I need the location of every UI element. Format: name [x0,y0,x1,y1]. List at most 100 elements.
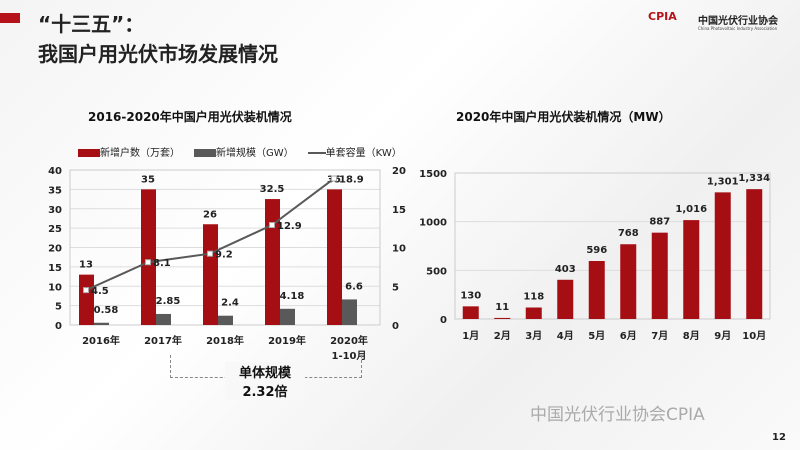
x-tick: 1-10月 [331,350,366,362]
y-left-tick: 30 [48,205,62,216]
logo-cn: 中国光伏行业协会 [698,16,778,27]
y-left-tick: 40 [48,166,62,177]
x-tick: 4月 [557,330,574,342]
y-left-tick: 0 [55,321,62,332]
logo-mark: CPIA [648,10,677,23]
slide-title-line1: “十三五”： [38,12,145,36]
y-right-tick: 0 [392,321,399,332]
chart1-title: 2016-2020年中国户用光伏装机情况 [88,110,292,124]
legend-swatch-red [78,149,100,157]
bar-label: 403 [555,264,576,275]
slide-title-line2: 我国户用光伏市场发展情况 [38,42,278,66]
x-tick: 3月 [525,330,542,342]
chart2-title: 2020年中国户用光伏装机情况（MW） [456,110,671,124]
y-left-tick: 5 [55,302,62,313]
chart1-legend: 新增户数（万套） 新增规模（GW） 单套容量（KW） [78,144,402,159]
bar-label: 887 [649,217,670,228]
bar-monthly [525,307,542,319]
y-left-tick: 10 [48,282,62,293]
bar-label: 1,301 [707,176,739,187]
line-label: 4.5 [91,286,109,297]
y-left-tick: 25 [48,224,62,235]
bar-households [79,274,94,325]
legend-scale: 新增规模（GW） [194,144,294,159]
bar-households [265,199,280,325]
bar-scale [94,322,109,325]
line-point [207,250,213,257]
x-tick: 8月 [683,330,700,342]
bar-monthly [557,279,574,319]
legend-households: 新增户数（万套） [78,144,180,159]
bar-label-scale: 2.85 [156,296,181,307]
plot-frame [454,172,771,320]
y-right-tick: 20 [392,166,406,177]
x-tick: 2018年 [206,334,244,347]
bar-households [141,189,156,325]
x-tick: 9月 [714,330,731,342]
annotation-label1: 单体规模 [238,366,291,381]
accent-bar [0,13,20,23]
x-tick: 2月 [494,330,511,342]
bar-monthly [588,260,605,319]
page-number: 12 [772,432,786,443]
bar-label-households: 26 [203,209,217,220]
x-tick: 2016年 [82,334,120,347]
bar-monthly [714,192,731,319]
line-point [269,222,275,229]
bar-label-scale: 0.58 [94,305,119,316]
bar-label-scale: 4.18 [280,291,305,302]
x-tick: 2019年 [268,334,306,347]
bar-monthly [746,189,763,319]
x-tick: 1月 [462,330,479,342]
x-tick: 10月 [742,330,766,342]
y-tick: 0 [440,315,447,326]
bar-label: 768 [618,228,639,239]
y-right-tick: 15 [392,205,406,216]
bar-label-households: 35 [141,174,155,185]
bar-scale [280,308,295,325]
bar-scale [218,315,233,325]
bar-label: 11 [495,302,509,313]
line-point [145,259,151,266]
y-left-tick: 20 [48,244,62,255]
bar-label: 1,334 [738,173,770,184]
y-right-tick: 10 [392,244,406,255]
bar-scale [342,299,357,325]
y-left-tick: 15 [48,263,62,274]
bar-label-scale: 6.6 [345,281,363,292]
bar-monthly [494,317,511,319]
cpia-logo: CPIA 中国光伏行业协会 China Photovoltaic Industr… [648,10,778,40]
y-tick: 500 [426,266,447,277]
line-label: 9.2 [215,250,233,261]
annotation-label2: 2.32倍 [242,385,288,400]
bar-monthly [462,306,479,319]
line-label: 18.9 [339,175,364,186]
x-tick: 7月 [651,330,668,342]
bar-monthly [683,220,700,319]
x-tick: 2017年 [144,334,182,347]
legend-line [307,152,326,154]
line-label: 8.1 [153,258,171,269]
legend-capacity: 单套容量（KW） [307,144,402,159]
bar-label: 130 [460,290,481,301]
legend-swatch-gray [194,149,216,157]
annotation-text: 单体规模 2.32倍 [225,362,305,400]
x-tick: 2020年 [330,334,368,347]
bar-monthly [651,232,668,319]
bar-label-scale: 2.4 [221,298,239,309]
bar-scale [156,313,171,325]
y-tick: 1000 [419,218,447,229]
y-tick: 1500 [419,169,447,180]
bar-households [327,189,342,325]
bar-label-households: 32.5 [260,184,285,195]
line-label: 12.9 [277,221,302,232]
line-point [331,175,337,182]
x-tick: 5月 [588,330,605,342]
bar-label: 118 [523,292,544,303]
line-point [83,287,89,294]
y-left-tick: 35 [48,185,62,196]
logo-en: China Photovoltaic Industry Association [698,26,778,31]
bar-label-households: 13 [79,260,93,271]
x-tick: 6月 [620,330,637,342]
